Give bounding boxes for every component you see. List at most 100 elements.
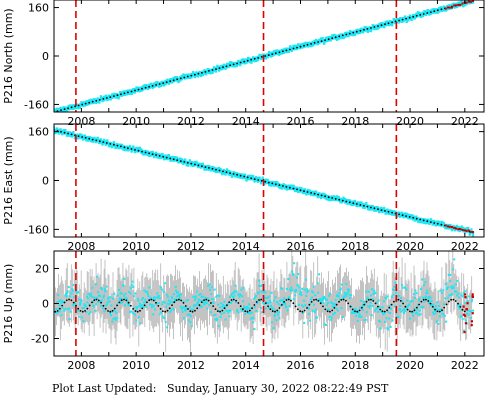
daily-point bbox=[131, 312, 134, 315]
daily-point bbox=[440, 309, 443, 312]
smoothed-point bbox=[274, 52, 277, 55]
smoothed-point bbox=[229, 172, 232, 175]
daily-point bbox=[290, 46, 293, 52]
daily-point bbox=[275, 301, 278, 304]
smoothed-point bbox=[232, 298, 235, 301]
daily-point bbox=[120, 91, 124, 97]
daily-point bbox=[406, 307, 409, 310]
smoothed-point bbox=[317, 193, 319, 196]
rapid-point bbox=[469, 230, 472, 233]
smoothed-point bbox=[384, 23, 386, 26]
smoothed-point bbox=[271, 182, 274, 185]
daily-point bbox=[378, 319, 381, 322]
daily-point bbox=[468, 295, 471, 298]
daily-point bbox=[217, 166, 221, 173]
smoothed-point bbox=[306, 307, 308, 309]
smoothed-point bbox=[377, 25, 379, 27]
daily-point bbox=[222, 168, 226, 175]
rapid-point bbox=[444, 224, 447, 227]
daily-point bbox=[135, 307, 138, 310]
smoothed-point bbox=[169, 80, 172, 83]
daily-point bbox=[210, 286, 213, 289]
smoothed-point bbox=[201, 71, 203, 74]
daily-point bbox=[438, 308, 441, 311]
daily-point bbox=[321, 296, 324, 299]
daily-point bbox=[282, 299, 285, 302]
plot-updated-footer: Plot Last Updated: Sunday, January 30, 2… bbox=[52, 382, 388, 395]
smoothed-point bbox=[367, 299, 370, 301]
daily-point bbox=[305, 291, 308, 294]
daily-point bbox=[182, 300, 185, 303]
daily-point bbox=[365, 290, 368, 293]
daily-point bbox=[90, 136, 93, 143]
daily-point bbox=[375, 307, 378, 310]
daily-point bbox=[325, 304, 328, 307]
daily-point bbox=[159, 297, 162, 300]
daily-point bbox=[99, 300, 102, 303]
smoothed-point bbox=[441, 309, 443, 312]
daily-point bbox=[180, 306, 183, 309]
daily-point bbox=[145, 290, 148, 293]
daily-point bbox=[426, 9, 429, 15]
x-tick-label: 2022 bbox=[451, 240, 479, 253]
daily-point bbox=[323, 323, 326, 326]
smoothed-point bbox=[70, 133, 73, 136]
smoothed-point bbox=[212, 305, 215, 307]
daily-point bbox=[327, 302, 329, 304]
daily-point bbox=[436, 301, 439, 304]
daily-point bbox=[203, 303, 206, 306]
daily-point bbox=[138, 302, 141, 305]
panel-3: 2008 2010 2012 2014 2016 2018 2020 2022-20020P2… bbox=[2, 250, 485, 372]
daily-point bbox=[94, 309, 97, 312]
smoothed-point bbox=[186, 161, 189, 164]
daily-point bbox=[274, 309, 277, 312]
daily-point bbox=[437, 322, 440, 325]
smoothed-point bbox=[178, 298, 180, 301]
daily-point bbox=[387, 310, 390, 313]
daily-point bbox=[206, 165, 209, 171]
daily-point bbox=[378, 23, 381, 29]
daily-point bbox=[255, 176, 258, 182]
smoothed-point bbox=[226, 304, 228, 306]
smoothed-point bbox=[201, 165, 203, 168]
daily-point bbox=[333, 302, 335, 305]
daily-point bbox=[259, 284, 262, 287]
smoothed-point bbox=[146, 301, 148, 304]
daily-point bbox=[59, 106, 62, 112]
daily-point bbox=[162, 300, 165, 303]
smoothed-point bbox=[218, 67, 221, 69]
daily-point bbox=[363, 319, 366, 322]
daily-point bbox=[448, 280, 451, 282]
daily-point bbox=[60, 107, 64, 112]
daily-point bbox=[377, 299, 380, 302]
rapid-point bbox=[461, 229, 464, 231]
rapid-point bbox=[446, 225, 449, 228]
daily-point bbox=[437, 7, 441, 13]
daily-point bbox=[358, 315, 361, 318]
daily-point bbox=[272, 50, 276, 56]
daily-point bbox=[174, 156, 177, 162]
smoothed-point bbox=[183, 76, 186, 79]
daily-point bbox=[98, 98, 101, 104]
daily-point bbox=[262, 291, 265, 294]
daily-point bbox=[192, 305, 195, 308]
daily-point bbox=[420, 12, 423, 18]
daily-point bbox=[368, 306, 371, 309]
daily-point bbox=[241, 295, 244, 298]
daily-point bbox=[210, 293, 213, 296]
smoothed-point bbox=[331, 309, 334, 312]
daily-point bbox=[374, 24, 378, 31]
smoothed-point bbox=[197, 164, 200, 167]
daily-point bbox=[228, 315, 231, 318]
daily-point bbox=[77, 309, 80, 312]
daily-point bbox=[356, 319, 359, 322]
smoothed-point bbox=[303, 190, 305, 193]
daily-point bbox=[361, 203, 365, 209]
smoothed-point bbox=[63, 131, 66, 134]
smoothed-point bbox=[136, 310, 139, 313]
daily-point bbox=[344, 293, 347, 296]
daily-point bbox=[252, 317, 255, 320]
daily-point bbox=[219, 315, 222, 318]
daily-point bbox=[215, 319, 218, 322]
daily-point bbox=[419, 309, 421, 312]
